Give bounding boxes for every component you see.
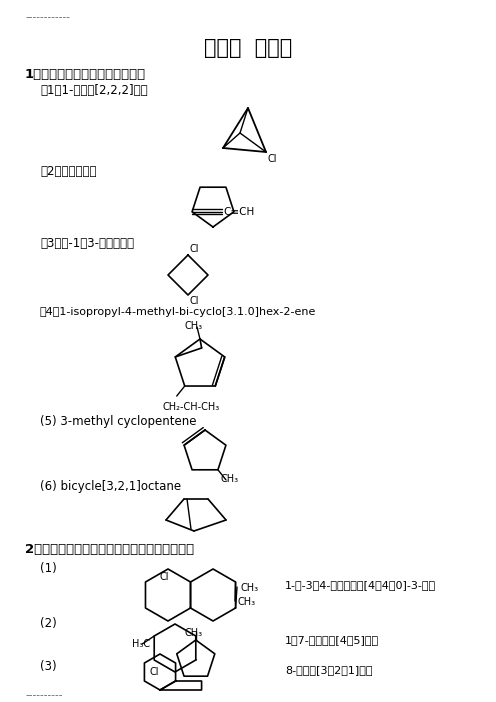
Text: Cl: Cl: [149, 667, 159, 677]
Text: (6) bicycle[3,2,1]octane: (6) bicycle[3,2,1]octane: [40, 480, 181, 493]
Text: (3): (3): [40, 660, 57, 673]
Text: (2): (2): [40, 617, 57, 630]
Text: C≡CH: C≡CH: [223, 207, 254, 217]
Text: 2、命名下列化合物（后三种包括英文命名）：: 2、命名下列化合物（后三种包括英文命名）：: [25, 543, 194, 556]
Text: CH₃: CH₃: [240, 583, 258, 593]
Text: （2）环戊基乙炔: （2）环戊基乙炔: [40, 165, 97, 178]
Text: H₃C: H₃C: [132, 639, 150, 649]
Text: Cl: Cl: [160, 572, 170, 582]
Text: (5) 3-methyl cyclopentene: (5) 3-methyl cyclopentene: [40, 415, 196, 428]
Text: CH₃: CH₃: [221, 474, 239, 484]
Text: 1-氯-3，4-二甲基双环[4，4，0]-3-癸烯: 1-氯-3，4-二甲基双环[4，4，0]-3-癸烯: [285, 580, 436, 590]
Text: 1、是写出下列化合物的结构式：: 1、是写出下列化合物的结构式：: [25, 68, 146, 81]
Text: 1，7-二甲基螺[4，5]癸烷: 1，7-二甲基螺[4，5]癸烷: [285, 635, 379, 645]
Text: CH₂-CH-CH₃: CH₂-CH-CH₃: [163, 402, 220, 412]
Text: 8-氯双环[3，2，1]辛烷: 8-氯双环[3，2，1]辛烷: [285, 665, 372, 675]
Text: Cl: Cl: [190, 244, 199, 254]
Text: （1）1-氯双环[2,2,2]辛烷: （1）1-氯双环[2,2,2]辛烷: [40, 84, 148, 97]
Text: Cl: Cl: [190, 296, 199, 306]
Text: 第五章  脂环烃: 第五章 脂环烃: [204, 38, 292, 58]
Text: CH₃: CH₃: [185, 321, 203, 331]
Text: ----------: ----------: [25, 690, 62, 700]
Text: CH₃: CH₃: [237, 597, 255, 607]
Text: (1): (1): [40, 562, 57, 575]
Text: （3）反-1，3-二氯环丁烷: （3）反-1，3-二氯环丁烷: [40, 237, 134, 250]
Text: CH₃: CH₃: [185, 628, 203, 638]
Text: （4）1-isopropyl-4-methyl-bi-cyclo[3.1.0]hex-2-ene: （4）1-isopropyl-4-methyl-bi-cyclo[3.1.0]h…: [40, 307, 316, 317]
Text: Cl: Cl: [268, 154, 277, 164]
Text: ------------: ------------: [25, 12, 70, 22]
